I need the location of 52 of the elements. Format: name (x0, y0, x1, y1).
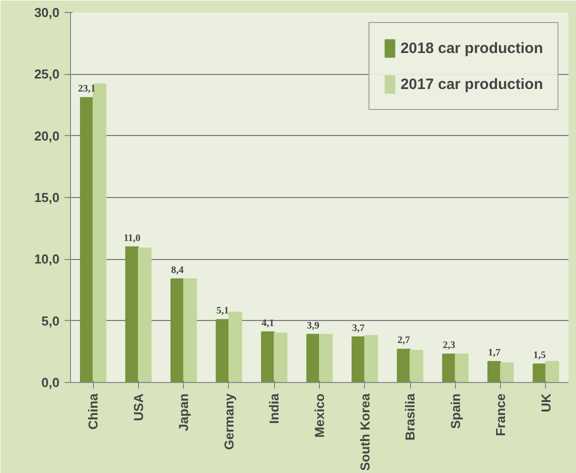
bar (138, 248, 152, 382)
data-label: 5,1 (216, 306, 229, 317)
x-tick-label: Spain (448, 393, 463, 429)
bar (352, 336, 366, 382)
data-label: 3,9 (306, 320, 320, 332)
x-tick-label: India (266, 392, 282, 424)
x-tick-label: Mexico (312, 393, 327, 438)
data-label: 11,0 (124, 232, 141, 244)
legend-label: 2017 car production (400, 76, 543, 92)
bar (500, 362, 514, 382)
y-tick-label: 5,0 (41, 313, 60, 328)
data-label: 8,4 (171, 264, 184, 276)
bar (545, 361, 560, 382)
bar (396, 348, 411, 382)
bar (410, 350, 424, 382)
x-tick-label: Japan (176, 393, 192, 432)
bar (319, 334, 333, 382)
bar (306, 334, 320, 382)
y-tick-label: 10,0 (34, 252, 60, 267)
bar (532, 364, 546, 382)
y-tick-label: 25,0 (34, 66, 60, 82)
x-tick-label: UK (538, 392, 554, 412)
x-tick-label: Brasilia (402, 392, 418, 440)
x-tick-label: Germany (221, 392, 236, 450)
bar (170, 278, 184, 382)
bar (274, 332, 288, 382)
x-tick-label: China (86, 392, 101, 430)
y-tick-label: 15,0 (34, 190, 60, 205)
x-tick-label: France (493, 393, 508, 436)
bar (216, 319, 230, 382)
data-label: 1,5 (533, 350, 546, 361)
bar (125, 246, 139, 382)
bar (183, 278, 197, 382)
data-label: 2,7 (397, 335, 410, 346)
data-label: 4,1 (262, 318, 274, 329)
data-label: 23,1 (78, 84, 96, 95)
bar (228, 312, 242, 382)
data-label: 3,7 (352, 322, 365, 334)
y-tick-label: 20,0 (34, 128, 60, 144)
bar (454, 354, 468, 382)
y-tick-label: 30,0 (34, 5, 60, 20)
x-tick-label: USA (130, 392, 146, 421)
bar (80, 97, 94, 382)
bar (442, 354, 456, 382)
bar (364, 335, 378, 382)
bar (487, 361, 502, 382)
data-label: 1,7 (488, 348, 501, 359)
bar (261, 331, 275, 382)
legend-label: 2018 car production (400, 40, 543, 56)
x-tick-label: South Korea (357, 392, 372, 471)
data-label: 2,3 (442, 340, 456, 352)
y-tick-label: 0,0 (41, 375, 60, 390)
